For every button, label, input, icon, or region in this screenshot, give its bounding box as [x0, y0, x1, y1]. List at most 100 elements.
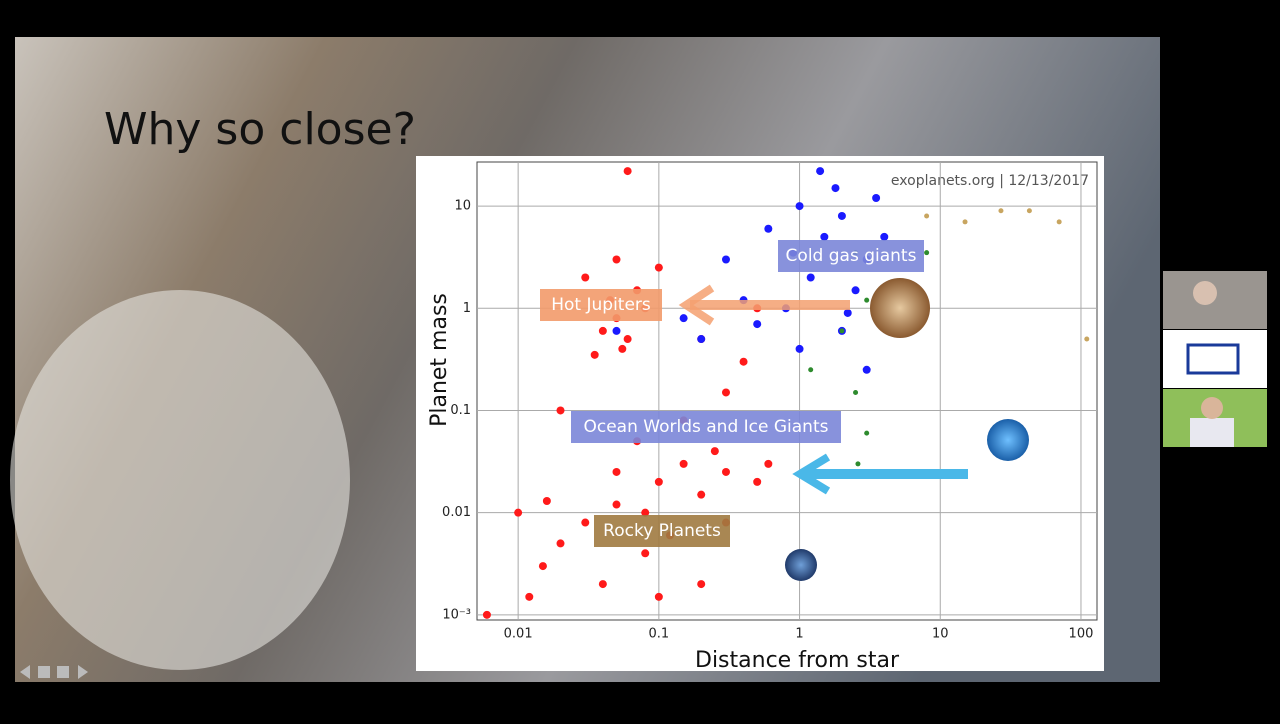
data-point — [538, 562, 547, 571]
data-point — [753, 320, 762, 329]
participant — [1193, 281, 1217, 305]
label-box — [540, 289, 662, 321]
logo — [1186, 343, 1240, 375]
data-point — [862, 365, 871, 374]
data-point — [837, 211, 846, 220]
video-tile[interactable] — [1163, 330, 1267, 388]
data-point — [581, 518, 590, 527]
data-point — [598, 580, 607, 589]
nav-menu[interactable] — [57, 666, 69, 678]
data-point — [1056, 219, 1062, 225]
data-point — [581, 273, 590, 282]
video-tile[interactable] — [1163, 271, 1267, 329]
data-point — [855, 461, 861, 467]
data-point — [623, 167, 632, 176]
neptune-icon — [987, 419, 1029, 461]
slide-title: Why so close? — [104, 104, 416, 155]
data-point — [864, 297, 870, 303]
data-point — [872, 193, 881, 202]
y-tick-label: 0.01 — [442, 505, 471, 520]
data-point — [924, 213, 930, 219]
data-point — [679, 314, 688, 323]
data-point — [795, 202, 804, 211]
data-point — [641, 549, 650, 558]
data-point — [542, 496, 551, 505]
data-point — [556, 406, 565, 415]
data-point — [697, 490, 706, 499]
y-axis-label: Planet mass — [427, 293, 452, 427]
data-point — [839, 328, 845, 334]
x-tick-label: 0.1 — [649, 627, 670, 642]
region-label: Cold gas giants — [786, 246, 917, 266]
data-point — [808, 367, 814, 373]
data-point — [590, 350, 599, 359]
data-point — [641, 508, 650, 517]
data-point — [612, 326, 621, 335]
label-box — [594, 515, 730, 547]
arrow-head — [678, 284, 715, 326]
x-axis-label: Distance from star — [695, 648, 900, 673]
data-point — [654, 263, 663, 272]
chart-source: exoplanets.org | 12/13/2017 — [891, 173, 1089, 189]
region-label: Rocky Planets — [603, 521, 721, 541]
data-point — [806, 273, 815, 282]
data-point — [843, 308, 852, 317]
data-point — [851, 286, 860, 295]
y-tick-label: 0.1 — [450, 403, 471, 418]
data-point — [924, 250, 930, 256]
nav-pen[interactable] — [38, 666, 50, 678]
data-point — [697, 335, 706, 344]
data-point — [831, 184, 840, 193]
earth-icon — [785, 549, 817, 581]
x-tick-label: 100 — [1069, 627, 1094, 642]
data-point — [697, 580, 706, 589]
data-point — [525, 592, 534, 601]
label-box — [778, 240, 924, 272]
nav-prev[interactable] — [20, 665, 30, 679]
nav-next[interactable] — [78, 665, 88, 679]
data-point — [853, 389, 859, 395]
region-label: Ocean Worlds and Ice Giants — [584, 417, 829, 437]
data-point — [721, 255, 730, 264]
region-labels: Cold gas giants Hot Jupiters Ocean Worlds … — [540, 240, 924, 547]
y-tick-label: 10 — [454, 199, 471, 214]
data-point — [654, 477, 663, 486]
data-point — [482, 610, 491, 619]
y-tick-label: 10⁻³ — [442, 607, 471, 622]
data-point — [795, 344, 804, 353]
data-point — [753, 477, 762, 486]
data-point — [612, 467, 621, 476]
data-point — [1026, 208, 1032, 214]
participant — [1190, 418, 1234, 447]
region-label: Hot Jupiters — [551, 295, 651, 315]
data-point — [514, 508, 523, 517]
data-point — [739, 357, 748, 366]
jupiter-icon — [870, 278, 930, 338]
arrow-head — [792, 453, 831, 495]
data-point — [623, 335, 632, 344]
label-box — [571, 411, 841, 443]
participant — [1201, 397, 1223, 419]
x-tick-label: 0.01 — [504, 627, 533, 642]
data-point — [820, 232, 829, 241]
slide-nav[interactable] — [20, 665, 88, 679]
data-point — [598, 326, 607, 335]
galaxy-glow — [10, 290, 350, 670]
data-point — [556, 539, 565, 548]
data-point — [618, 344, 627, 353]
data-point — [710, 447, 719, 456]
data-point — [816, 167, 825, 176]
data-point — [654, 592, 663, 601]
data-point — [612, 255, 621, 264]
data-point — [721, 388, 730, 397]
data-point — [764, 224, 773, 233]
plot-frame — [476, 161, 1098, 621]
data-point — [721, 467, 730, 476]
data-point — [1084, 336, 1090, 342]
grid: 0.01 0.1 1 10 100 10⁻³ 0.01 0.1 1 10 — [442, 162, 1097, 642]
points — [482, 167, 1090, 619]
data-point — [880, 232, 889, 241]
data-point — [864, 430, 870, 436]
